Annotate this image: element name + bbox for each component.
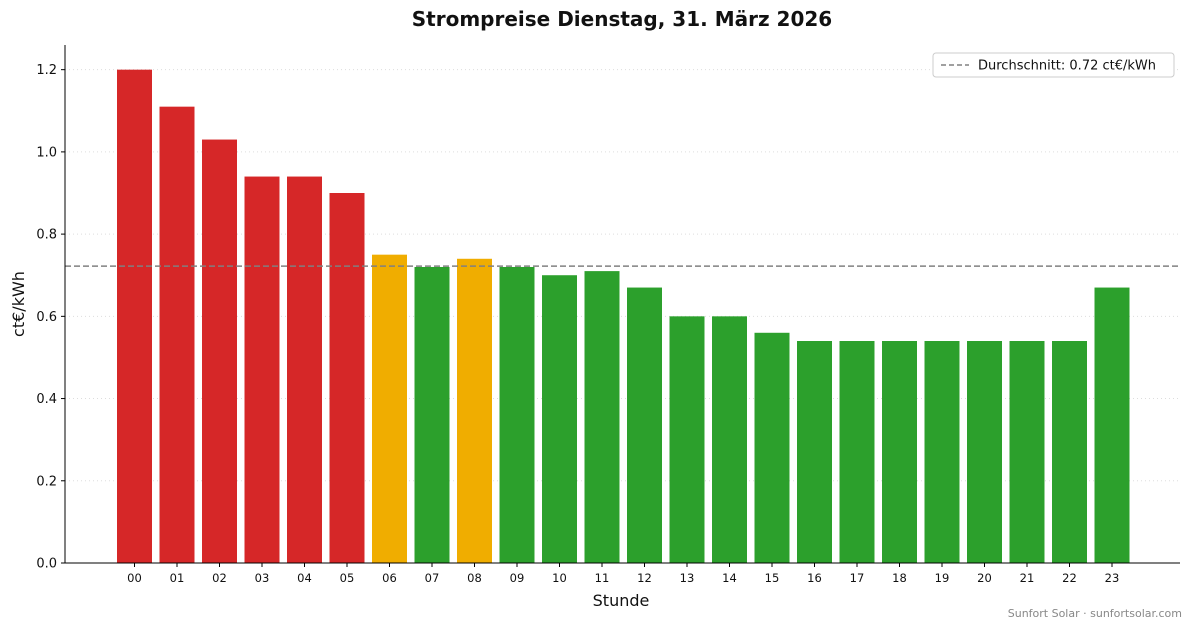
x-tick-label: 18 <box>892 571 907 585</box>
bar-hour-07 <box>414 267 450 563</box>
x-axis-label: Stunde <box>593 591 650 610</box>
bar-hour-05 <box>329 193 365 563</box>
bar-hour-01 <box>159 106 195 564</box>
x-tick-label: 09 <box>510 571 525 585</box>
x-tick-label: 22 <box>1062 571 1077 585</box>
bar-hour-04 <box>287 176 322 564</box>
x-tick-label: 06 <box>382 571 397 585</box>
bar-hour-21 <box>1009 341 1045 563</box>
bar-hour-10 <box>542 275 577 563</box>
x-tick-label: 14 <box>722 571 737 585</box>
x-tick-label: 00 <box>127 571 142 585</box>
x-tick-label: 03 <box>255 571 270 585</box>
x-tick-label: 04 <box>297 571 312 585</box>
bar-hour-22 <box>1052 341 1087 563</box>
legend: Durchschnitt: 0.72 ct€/kWh <box>932 52 1175 78</box>
bar-hour-17 <box>839 341 875 563</box>
x-tick-label: 15 <box>765 571 780 585</box>
bar-hour-14 <box>712 316 747 563</box>
bar-hour-23 <box>1094 287 1130 563</box>
y-tick-label: 1.2 <box>36 63 57 78</box>
x-tick-label: 10 <box>552 571 567 585</box>
bar-hour-15 <box>754 332 790 563</box>
y-tick-label: 0.2 <box>36 474 57 489</box>
footer-credit: Sunfort Solar · sunfortsolar.com <box>1008 607 1182 620</box>
x-tick-label: 11 <box>595 571 610 585</box>
bar-hour-09 <box>499 267 535 563</box>
y-ticks: 0.0 0.2 0.4 0.6 0.8 1.0 1.2 <box>36 63 65 572</box>
bar-hour-02 <box>202 139 237 564</box>
x-tick-label: 16 <box>807 571 822 585</box>
x-tick-label: 02 <box>212 571 227 585</box>
x-tick-label: 20 <box>977 571 992 585</box>
x-tick-label: 19 <box>935 571 950 585</box>
bar-hour-20 <box>967 341 1002 563</box>
x-tick-label: 13 <box>680 571 695 585</box>
bar-hour-00 <box>117 69 152 564</box>
bar-hour-11 <box>584 271 620 563</box>
x-tick-label: 01 <box>170 571 185 585</box>
bar-hour-13 <box>669 316 705 563</box>
bar-hour-08 <box>457 258 492 563</box>
y-tick-label: 0.4 <box>36 392 57 407</box>
y-tick-label: 1.0 <box>36 145 57 160</box>
axes <box>64 45 1180 564</box>
y-tick-label: 0.8 <box>36 228 57 243</box>
x-tick-label: 12 <box>637 571 652 585</box>
bar-hour-19 <box>924 341 960 563</box>
bar-hour-16 <box>797 341 832 563</box>
x-tick-label: 23 <box>1105 571 1120 585</box>
x-tick-label: 17 <box>850 571 865 585</box>
x-tick-label: 07 <box>425 571 440 585</box>
y-axis-label: ct€/kWh <box>9 271 28 337</box>
y-tick-label: 0.6 <box>36 310 57 325</box>
y-tick-label: 0.0 <box>36 557 57 572</box>
bars <box>117 69 1130 564</box>
chart-title: Strompreise Dienstag, 31. März 2026 <box>412 7 832 31</box>
bar-hour-18 <box>882 341 917 563</box>
x-tick-label: 21 <box>1020 571 1035 585</box>
legend-label: Durchschnitt: 0.72 ct€/kWh <box>978 59 1156 74</box>
x-tick-label: 08 <box>467 571 482 585</box>
bar-hour-03 <box>244 176 280 564</box>
x-tick-label: 05 <box>340 571 355 585</box>
legend-box <box>932 52 1175 78</box>
bar-hour-06 <box>372 254 407 563</box>
bar-hour-12 <box>627 287 662 563</box>
x-ticks: 00 01 02 03 04 05 06 07 08 09 10 11 12 13 14 15 16 17 18 19… <box>127 563 1119 585</box>
